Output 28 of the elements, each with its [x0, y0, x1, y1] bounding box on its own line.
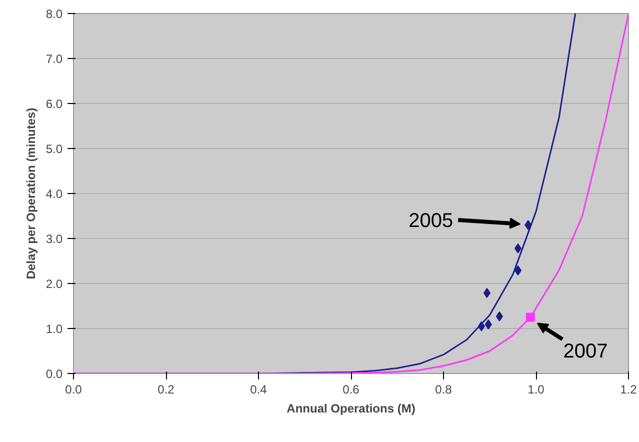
y-tick-label: 1.0 — [46, 322, 63, 336]
y-tick-label: 6.0 — [46, 97, 63, 111]
x-tick-label: 0.8 — [435, 382, 452, 396]
point — [524, 220, 532, 230]
annotation: 2005 — [408, 210, 454, 232]
x-tick-label: 0.6 — [342, 382, 360, 396]
y-tick-label: 7.0 — [46, 52, 63, 66]
x-tick-label: 0.2 — [158, 382, 175, 396]
point — [526, 312, 535, 322]
x-axis-title: Annual Operations (M) — [286, 402, 416, 416]
point — [514, 243, 522, 254]
point — [514, 265, 522, 276]
x-tick-label: 0.4 — [250, 382, 268, 396]
y-tick-label: 2.0 — [46, 277, 63, 291]
x-tick-label: 1.2 — [620, 382, 638, 396]
y-tick-label: 8.0 — [46, 7, 63, 21]
y-tick-label: 3.0 — [46, 232, 63, 246]
y-axis-title: Delay per Operation (minutes) — [24, 108, 38, 280]
point — [478, 321, 485, 332]
y-tick-label: 5.0 — [46, 142, 63, 156]
y-tick-label: 4.0 — [46, 187, 63, 201]
point — [496, 311, 503, 322]
point — [484, 319, 492, 330]
point — [483, 288, 490, 298]
x-tick-label: 0.0 — [65, 382, 82, 396]
x-tick-label: 1.0 — [528, 382, 545, 396]
y-tick-label: 0.0 — [46, 367, 63, 381]
annotation: 2007 — [563, 340, 608, 362]
